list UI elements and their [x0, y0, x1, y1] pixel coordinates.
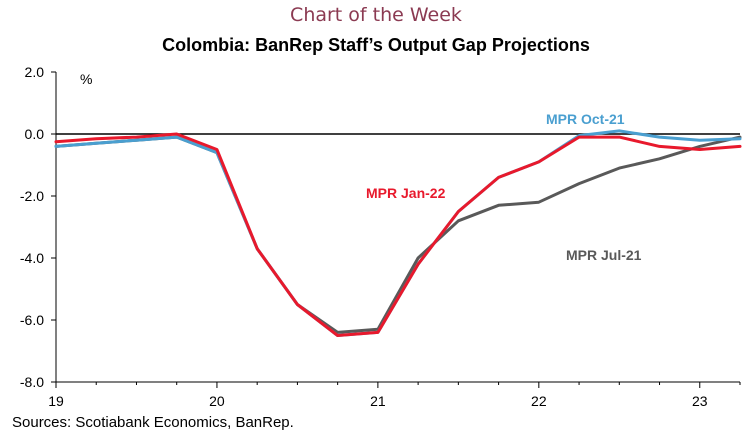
- x-tick-label: 21: [370, 393, 386, 409]
- x-tick-label: 20: [209, 393, 225, 409]
- x-tick-label: 22: [531, 393, 547, 409]
- chart-series-labels: MPR Jul-21 MPR Oct-21 MPR Jan-22: [366, 111, 642, 263]
- chart-series: [54, 129, 742, 337]
- chart-kicker: Chart of the Week: [290, 4, 462, 26]
- x-tick-label: 19: [48, 393, 64, 409]
- x-tick-label: 23: [692, 393, 708, 409]
- series-line-mpr-oct-21: [54, 129, 742, 337]
- chart-axes: 2.0 0.0 -2.0 -4.0 -6.0 -8.0% 19 20 21 22 23: [20, 64, 741, 409]
- series-label-mpr-oct-21: MPR Oct-21: [546, 111, 625, 127]
- series-label-mpr-jul-21: MPR Jul-21: [566, 247, 642, 263]
- series-line-mpr-jan-22: [54, 132, 742, 337]
- y-tick-label: 0.0: [25, 126, 45, 142]
- y-tick-label: -4.0: [20, 250, 44, 266]
- chart-title: Colombia: BanRep Staff’s Output Gap Proj…: [162, 35, 590, 55]
- y-tick-label: -6.0: [20, 312, 44, 328]
- series-line-mpr-jul-21: [54, 135, 742, 334]
- y-tick-label: -2.0: [20, 188, 44, 204]
- source-note: Sources: Scotiabank Economics, BanRep.: [12, 414, 294, 431]
- y-tick-label: -8.0: [20, 374, 44, 390]
- series-label-mpr-jan-22: MPR Jan-22: [366, 185, 446, 201]
- y-tick-label: 2.0: [25, 64, 45, 80]
- y-axis-unit-label: %: [80, 71, 92, 87]
